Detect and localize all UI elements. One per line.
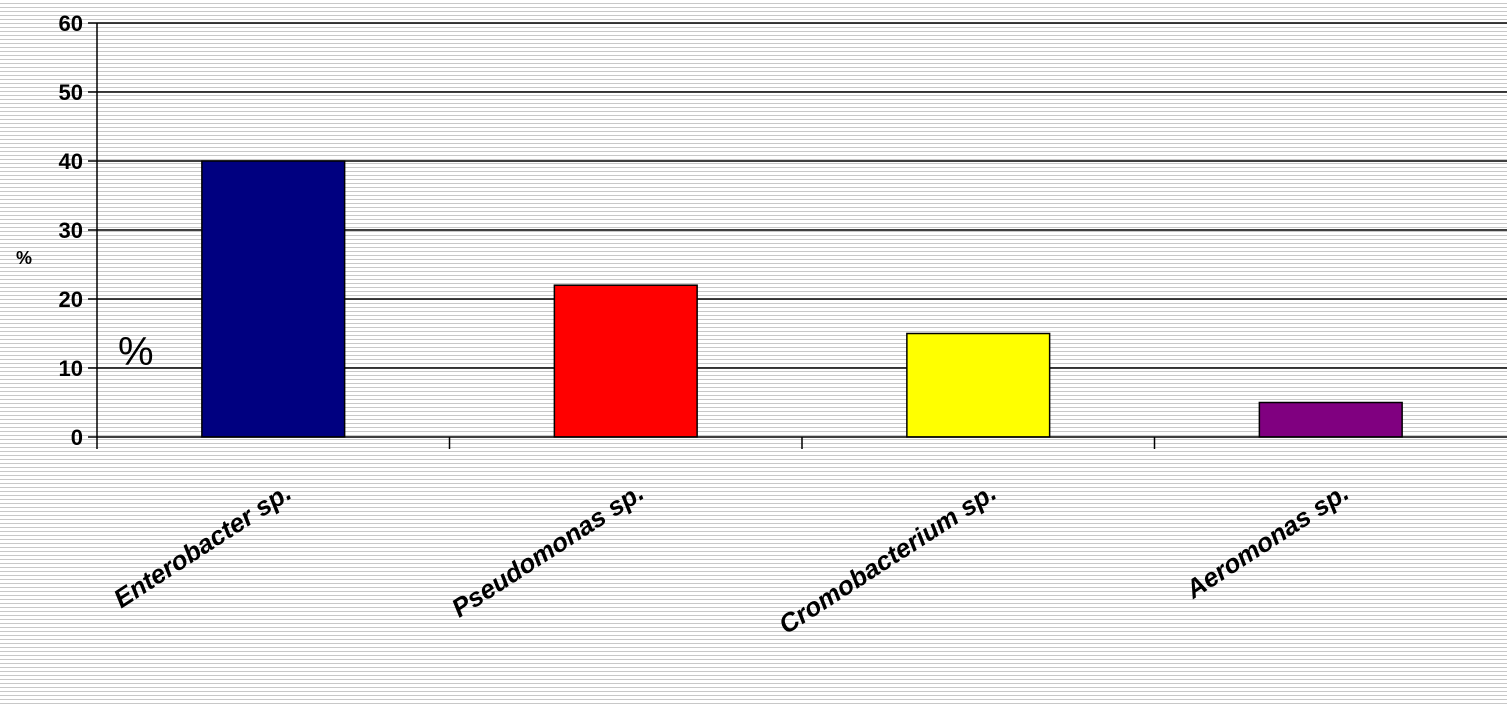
- x-category-label: Pseudomonas sp.: [446, 477, 649, 623]
- axes: [88, 22, 1507, 449]
- x-category-labels: Enterobacter sp. Pseudomonas sp. Cromobact…: [108, 477, 1354, 640]
- y-tick-label: 40: [59, 149, 83, 174]
- y-tick-label: 60: [59, 11, 83, 36]
- bar: [201, 160, 346, 438]
- y-tick-label: 20: [59, 287, 83, 312]
- bars: [201, 160, 1403, 438]
- y-tick-label: 10: [59, 356, 83, 381]
- percent-annotation: %: [118, 330, 154, 374]
- bar: [906, 332, 1051, 438]
- y-tick-labels: 0 10 20 30 40 50 60: [59, 11, 83, 450]
- y-tick-label: 30: [59, 218, 83, 243]
- x-category-label: Enterobacter sp.: [108, 477, 296, 614]
- y-tick-label: 0: [71, 425, 83, 450]
- y-tick-label: 50: [59, 80, 83, 105]
- y-axis-label: %: [16, 248, 32, 268]
- bar: [553, 284, 698, 438]
- x-category-label: Aeromonas sp.: [1179, 477, 1354, 605]
- bar: [1258, 401, 1403, 438]
- x-category-label: Cromobacterium sp.: [773, 477, 1001, 640]
